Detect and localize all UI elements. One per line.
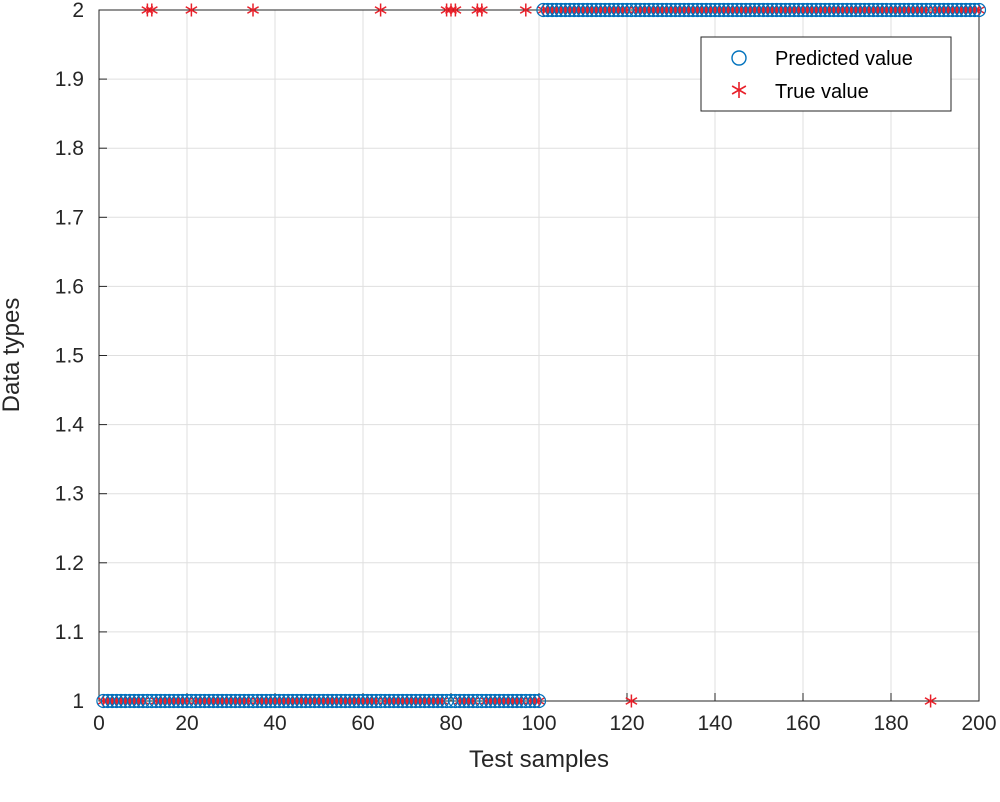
y-tick-label: 1.5 [55,345,84,368]
true-value-point [475,3,488,17]
y-tick-label: 1.7 [55,206,84,229]
x-tick-label: 40 [263,712,286,735]
x-tick-label: 120 [609,712,644,735]
y-axis-ticks: 1 1.1 1.2 1.3 1.4 1.5 1.6 1.7 1.8 1.9 2 [55,0,107,713]
legend-asterisk-marker [731,82,747,98]
x-axis-label: Test samples [469,746,609,773]
y-tick-label: 1.9 [55,68,84,91]
true-value-point [185,3,198,17]
true-value-point [924,694,937,708]
predicted-value-point [967,2,982,18]
true-value-point [519,3,532,17]
true-value-point [449,3,462,17]
predicted-value-point [971,2,987,18]
legend-circle-marker [731,50,747,66]
true-value-point [246,3,260,17]
legend-label-predicted: Predicted value [775,48,913,70]
predicted-value-point [523,693,538,709]
y-tick-label: 1.4 [55,414,85,437]
y-tick-label: 1.3 [55,483,84,506]
predicted-value-point [527,693,542,709]
legend-box [700,36,952,112]
x-tick-label: 0 [93,712,105,735]
predicted-value-markers [96,2,987,709]
x-tick-label: 180 [873,712,908,735]
x-tick-label: 160 [785,712,820,735]
grid-lines [99,10,979,701]
true-value-point [625,694,638,708]
x-tick-label: 60 [351,712,374,735]
true-value-point [145,3,158,17]
true-value-point [374,3,387,17]
predicted-value-point [963,2,978,18]
y-tick-label: 1 [72,690,84,713]
predicted-value-point [531,693,547,709]
y-tick-label: 1.2 [55,552,84,575]
y-tick-label: 1.1 [55,621,84,644]
legend: Predicted value True value [700,36,952,112]
x-tick-label: 200 [961,712,996,735]
x-tick-label: 80 [439,712,462,735]
y-tick-label: 1.8 [55,137,84,160]
x-tick-label: 20 [175,712,198,735]
x-tick-label: 140 [697,712,732,735]
legend-label-true: True value [775,81,869,103]
y-axis-label: Data types [0,298,25,413]
y-tick-label: 2 [72,0,84,22]
y-tick-label: 1.6 [55,275,84,298]
x-tick-label: 100 [521,712,556,735]
